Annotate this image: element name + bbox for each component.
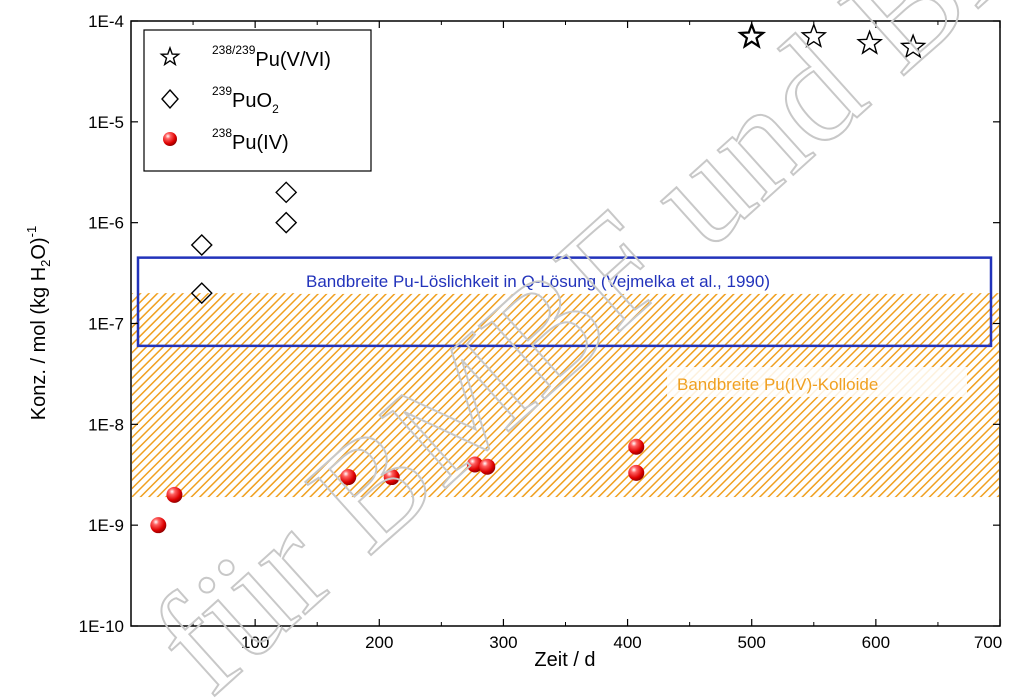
y-tick-label-4: 1E-6 — [88, 214, 124, 233]
point-diamond-1 — [190, 282, 213, 305]
legend-label-2-sub: 2 — [272, 102, 279, 116]
point-star-0 — [737, 21, 767, 49]
legend-box — [143, 29, 372, 172]
data-points — [150, 21, 927, 534]
legend-item-pu-iv: 238Pu(IV) — [163, 126, 289, 154]
legend-marker-sphere — [163, 132, 177, 146]
y-tick-label-3: 1E-7 — [88, 315, 124, 334]
legend-label-1-sup: 238/239 — [212, 43, 256, 57]
y-tick-label-0: 1E-10 — [79, 617, 124, 636]
y-tick-label-5: 1E-5 — [88, 113, 124, 132]
y-axis-title-mid: O) — [28, 237, 50, 259]
x-tick-label-2: 300 — [489, 633, 517, 652]
point-diamond-0 — [190, 234, 213, 257]
band-label-colloids: Bandbreite Pu(IV)-Kolloide — [667, 367, 967, 397]
axis-ticks: 100 200 300 400 500 600 700 1E-10 1E-9 1E-8 1E-7 1E… — [79, 12, 1003, 652]
y-axis-title-sub: 2 — [38, 260, 53, 267]
point-star-2 — [856, 29, 884, 55]
point-sphere-2 — [340, 469, 357, 486]
y-axis-title: Konz. / mol (kg H2O)-1 — [24, 226, 53, 420]
band-label-colloids-text: Bandbreite Pu(IV)-Kolloide — [677, 375, 878, 394]
legend-label-2-main: PuO — [232, 90, 272, 112]
y-axis-title-main: Konz. / mol (kg H — [28, 267, 50, 420]
x-tick-label-1: 200 — [365, 633, 393, 652]
legend-marker-star — [159, 45, 181, 67]
x-tick-label-4: 500 — [738, 633, 766, 652]
legend-item-pu-v-vi: 238/239Pu(V/VI) — [159, 43, 331, 71]
svg-text:239PuO2: 239PuO2 — [212, 84, 279, 116]
x-tick-label-0: 100 — [241, 633, 269, 652]
point-sphere-3 — [383, 469, 400, 486]
svg-text:238/239Pu(V/VI): 238/239Pu(V/VI) — [212, 43, 331, 71]
x-tick-label-5: 600 — [862, 633, 890, 652]
point-sphere-0 — [150, 517, 167, 534]
band-label-solubility-text: Bandbreite Pu-Löslichkeit in Q-Lösung (V… — [306, 272, 770, 291]
point-sphere-1 — [166, 486, 183, 503]
point-sphere-7 — [628, 464, 645, 481]
legend-marker-diamond — [161, 88, 179, 110]
point-diamond-2 — [275, 181, 298, 204]
point-star-3 — [899, 33, 927, 59]
x-tick-label-3: 400 — [613, 633, 641, 652]
point-sphere-5 — [479, 458, 496, 475]
y-tick-label-2: 1E-8 — [88, 415, 124, 434]
legend-item-puo2: 239PuO2 — [161, 84, 279, 116]
x-axis-title: Zeit / d — [534, 649, 595, 671]
svg-text:238Pu(IV): 238Pu(IV) — [212, 126, 289, 154]
legend-label-2-sup: 239 — [212, 84, 232, 98]
band-solubility — [136, 256, 993, 348]
y-tick-label-1: 1E-9 — [88, 516, 124, 535]
point-diamond-3 — [275, 211, 298, 234]
legend-label-1-main: Pu(V/VI) — [255, 49, 331, 71]
point-sphere-6 — [628, 438, 645, 455]
legend: 238/239Pu(V/VI) 239PuO2 238Pu(IV) — [143, 29, 372, 172]
band-label-solubility: Bandbreite Pu-Löslichkeit in Q-Lösung (V… — [300, 264, 960, 294]
point-sphere-4 — [466, 456, 483, 473]
y-tick-label-6: 1E-4 — [88, 12, 124, 31]
y-axis-title-sup: -1 — [24, 226, 39, 238]
legend-label-3-sup: 238 — [212, 126, 232, 140]
legend-label-3-main: Pu(IV) — [232, 132, 289, 154]
point-star-1 — [800, 22, 828, 48]
x-tick-label-6: 700 — [974, 633, 1002, 652]
